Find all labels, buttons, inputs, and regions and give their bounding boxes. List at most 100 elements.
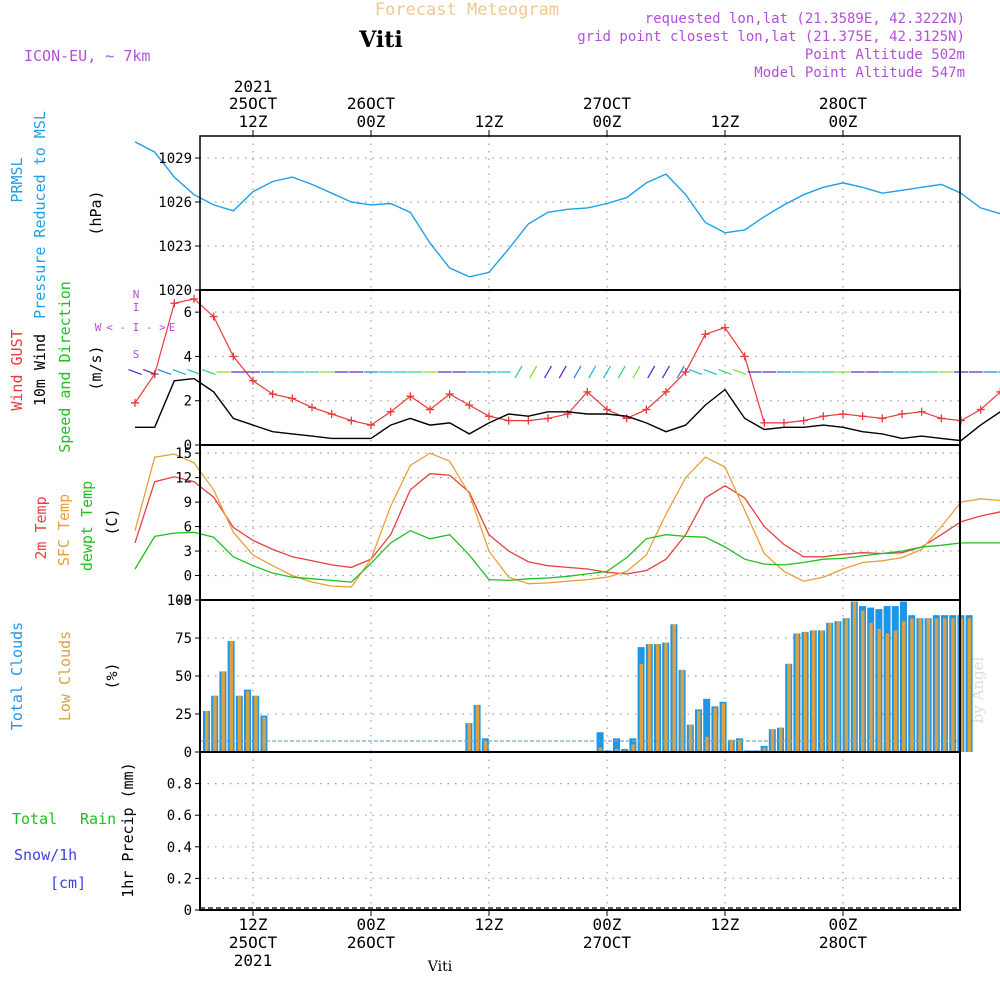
top-hour-label: 00Z [357,112,386,131]
wind-direction-arrow [732,369,747,375]
wind-direction-arrow [142,369,157,375]
point-altitude: Point Altitude 502m [805,47,965,63]
low-clouds-bar [729,739,734,752]
gust-marker [406,392,415,401]
gust-marker [366,421,375,430]
bottom-hour-label: 12Z [239,915,268,934]
top-hour-label: 12Z [239,112,268,131]
temp-2m-line [134,472,1000,575]
total-clouds-bar [596,732,604,752]
panel-label: 10m Wind [31,334,49,406]
low-clouds-bar [721,703,726,752]
low-clouds-bar [943,618,947,752]
gust-marker [661,387,670,396]
bottom-day-label: 26OCT [347,933,396,952]
low-clouds-bar [237,695,242,752]
gust-marker [937,414,946,423]
wind-direction-arrow [514,365,523,379]
temp-sfc-line [134,452,1000,588]
gust-marker [425,405,434,414]
wind-speed-line [135,377,1000,442]
compass-axis: < - I - > [106,321,166,334]
top-day-label: 26OCT [347,94,396,113]
gust-marker [602,405,611,414]
low-clouds-bar [631,744,635,752]
gust-marker [642,405,651,414]
y-tick-label: 3 [184,544,192,560]
low-clouds-bar [910,618,914,752]
low-clouds-bar [902,621,906,752]
y-tick-label: 0.6 [167,808,192,824]
panel-label: (hPa) [87,190,105,235]
gust-marker [386,407,395,416]
panel-label: dewpt Temp [78,481,96,571]
wind-direction-arrow [543,365,553,379]
low-clouds-bar [254,695,258,752]
gust-marker [327,410,336,418]
low-clouds-bar [213,695,217,752]
gust-marker [858,412,867,421]
panel-label: (m/s) [87,345,105,390]
gust-marker [976,405,985,414]
low-clouds-bar [795,633,799,752]
chart-title: Forecast Meteogram [375,0,559,20]
bottom-hour-label: 00Z [357,915,386,934]
panel-label: (%) [103,662,121,689]
wind-direction-arrow [602,365,612,379]
bottom-day-label: 28OCT [819,933,868,952]
top-hour-label: 00Z [829,112,858,131]
gust-marker [799,416,808,425]
y-tick-label: 0 [184,745,192,761]
panel-label: Total Clouds [8,622,26,730]
low-clouds-bar [656,644,660,752]
low-clouds-bar [852,601,857,752]
y-tick-label: 0 [184,569,192,585]
gust-marker [917,407,926,416]
y-tick-label: 50 [175,669,192,685]
y-tick-label: 0.4 [167,840,192,856]
bottom-hour-label: 00Z [829,915,858,934]
top-hour-label: 12Z [711,112,740,131]
low-clouds-bar [762,747,767,752]
bottom-hour-label: 00Z [593,915,622,934]
low-clouds-bar [951,618,955,752]
top-hour-label: 12Z [475,112,504,131]
bottom-hour-label: 12Z [711,915,740,934]
gust-marker [760,418,769,427]
top-day-label: 28OCT [819,94,868,113]
gust-marker [190,294,199,303]
gust-marker [838,410,847,418]
y-tick-label: 0 [184,438,192,454]
wind-direction-arrow [157,369,172,375]
precip-cm-label: [cm] [50,874,86,892]
panel-frames [199,135,961,911]
low-clouds-bar [918,618,922,752]
low-clouds-bar [262,717,266,752]
panel-label: Speed and Direction [56,281,74,453]
panel-label: (C) [103,508,121,535]
wind-direction-arrow [617,365,626,379]
total-clouds-bar [703,698,711,752]
low-clouds-bar [475,704,480,752]
y-tick-label: 6 [184,305,192,321]
compass-north: N [133,288,140,301]
low-clouds-bar [205,710,209,752]
gust-marker [740,352,749,361]
wind-direction-arrow [529,365,538,379]
gust-marker [681,367,690,376]
bottom-day-label: 27OCT [583,933,632,952]
low-clouds-bar [467,723,471,752]
gust-marker [229,352,238,361]
low-clouds-bar [893,630,898,752]
gust-marker [524,416,533,425]
low-clouds-bar [869,622,873,752]
low-clouds-bar [779,727,783,752]
y-tick-label: 0 [184,903,192,919]
gust-marker [268,390,277,399]
gust-marker [720,323,729,332]
low-clouds-bar [483,741,488,752]
y-tick-label: 12 [175,471,192,487]
data-layer [128,141,1000,909]
y-tick-label: 2 [184,394,192,410]
y-tick-label: 25 [175,707,192,723]
